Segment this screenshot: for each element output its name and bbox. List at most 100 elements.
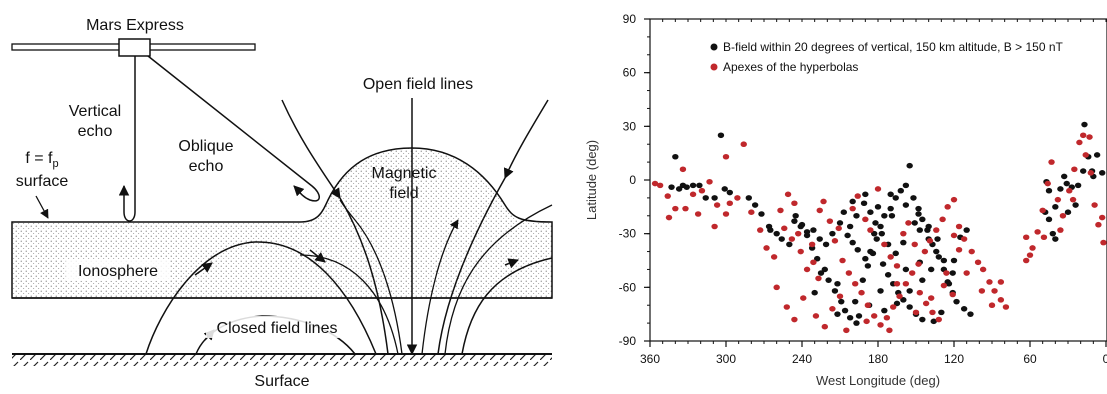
hyperbola-apex-point — [1048, 159, 1055, 165]
ground-surface-label: Surface — [254, 373, 309, 389]
bfield-point — [881, 307, 888, 314]
hyperbola-apex-point — [1059, 212, 1067, 219]
bfield-point — [906, 162, 913, 169]
bfield-point — [910, 195, 917, 201]
surface-label-1: f = fp — [25, 150, 58, 170]
hyperbola-apex-point — [826, 218, 834, 224]
ground-hatching — [12, 354, 552, 366]
bfield-point — [887, 205, 894, 212]
bfield-point — [862, 191, 869, 198]
bfield-point — [960, 306, 968, 312]
hyperbola-apex-point — [843, 327, 850, 334]
bfield-point — [831, 288, 839, 294]
bfield-point — [778, 236, 785, 242]
bfield-point — [945, 280, 953, 287]
hyperbola-apex-point — [1026, 252, 1034, 258]
legend-marker-red — [710, 63, 718, 71]
open-field-line-right — [503, 99, 549, 179]
hyperbola-apex-point — [672, 205, 679, 212]
hyperbola-apex-point — [810, 259, 817, 266]
hyperbola-apex-point — [955, 246, 963, 253]
closed-field-line-right — [461, 257, 553, 355]
hyperbola-apex-point — [997, 297, 1005, 303]
hyperbola-apex-point — [788, 236, 796, 242]
hyperbola-apex-point — [944, 204, 951, 210]
hyperbola-apex-point — [890, 304, 897, 310]
hyperbola-apex-point — [950, 196, 958, 203]
magnetic-arc-right — [421, 219, 459, 355]
bfield-point — [854, 246, 861, 253]
bfield-point — [855, 313, 863, 319]
hyperbola-apex-point — [991, 288, 998, 294]
bfield-point — [726, 189, 733, 196]
hyperbola-apex-point — [656, 182, 664, 189]
bfield-point — [773, 230, 780, 237]
hyperbola-apex-point — [916, 289, 923, 296]
bfield-point — [849, 198, 856, 205]
bfield-point — [821, 266, 828, 273]
closed-field-lines-label: Closed field lines — [217, 320, 338, 337]
ionosphere-diagram: Mars Express Vertical echo Oblique echo … — [11, 17, 553, 390]
hyperbola-apex-point — [1022, 234, 1030, 241]
x-tick-label: 60 — [1023, 352, 1037, 366]
hyperbola-apex-point — [1091, 202, 1098, 208]
hyperbola-apex-point — [858, 289, 865, 296]
bfield-point — [1052, 236, 1059, 242]
bfield-point — [711, 195, 718, 201]
hyperbola-apex-point — [896, 293, 903, 300]
bfield-point — [916, 227, 923, 233]
bfield-point — [871, 230, 878, 237]
bfield-point — [874, 204, 882, 210]
hyperbola-apex-point — [881, 241, 888, 248]
bfield-point — [887, 191, 894, 198]
hyperbola-apex-point — [831, 238, 839, 244]
hyperbola-apex-point — [797, 248, 804, 255]
legend-label-black: B-field within 20 degrees of vertical, 1… — [723, 40, 1064, 54]
magnetic-field-label-2: field — [389, 185, 418, 202]
hyperbola-apex-point — [664, 193, 671, 199]
bfield-point — [791, 218, 798, 224]
bfield-point — [803, 232, 811, 239]
hyperbola-apex-point — [988, 302, 996, 309]
hyperbola-apex-point — [781, 225, 788, 232]
hyperbola-apex-point — [835, 225, 842, 232]
data-points — [651, 121, 1107, 334]
hyperbola-apex-point — [1029, 245, 1036, 251]
hyperbola-apex-point — [1076, 139, 1083, 146]
x-tick-label: 120 — [944, 352, 964, 366]
hyperbola-apex-point — [734, 195, 741, 201]
hyperbola-apex-point — [1082, 152, 1089, 158]
hyperbola-apex-point — [791, 200, 798, 207]
hyperbola-apex-point — [1080, 132, 1087, 139]
bfield-point — [849, 239, 856, 246]
hyperbola-apex-point — [886, 327, 893, 334]
hyperbola-apex-point — [726, 200, 733, 207]
bfield-point — [797, 223, 804, 230]
bfield-point — [892, 250, 899, 257]
bfield-point — [717, 132, 725, 139]
bfield-point — [668, 184, 675, 190]
bfield-point — [893, 300, 901, 307]
vertical-echo-label-1: Vertical — [69, 103, 121, 120]
hyperbola-apex-point — [1071, 166, 1078, 173]
bfield-point — [672, 153, 679, 160]
hyperbola-apex-point — [893, 280, 901, 287]
hyperbola-apex-point — [978, 288, 986, 294]
hyperbola-apex-point — [770, 254, 778, 260]
hyperbola-apex-point — [777, 207, 784, 214]
hyperbola-apex-point — [1039, 207, 1046, 214]
hyperbola-apex-point — [929, 309, 936, 316]
spacecraft-label: Mars Express — [86, 17, 184, 34]
hyperbola-apex-point — [922, 300, 930, 307]
hyperbola-apex-point — [1044, 180, 1051, 187]
hyperbola-apex-point — [1095, 221, 1102, 228]
vertical-echo-label-2: echo — [78, 123, 113, 140]
x-axis-title: West Longitude (deg) — [816, 373, 940, 388]
bfield-point — [873, 236, 880, 242]
hyperbola-apex-point — [1040, 234, 1048, 241]
hyperbola-apex-point — [1100, 239, 1107, 246]
hyperbola-apex-point — [874, 186, 882, 192]
y-tick-label: 30 — [623, 119, 637, 133]
hyperbola-apex-point — [706, 178, 713, 185]
